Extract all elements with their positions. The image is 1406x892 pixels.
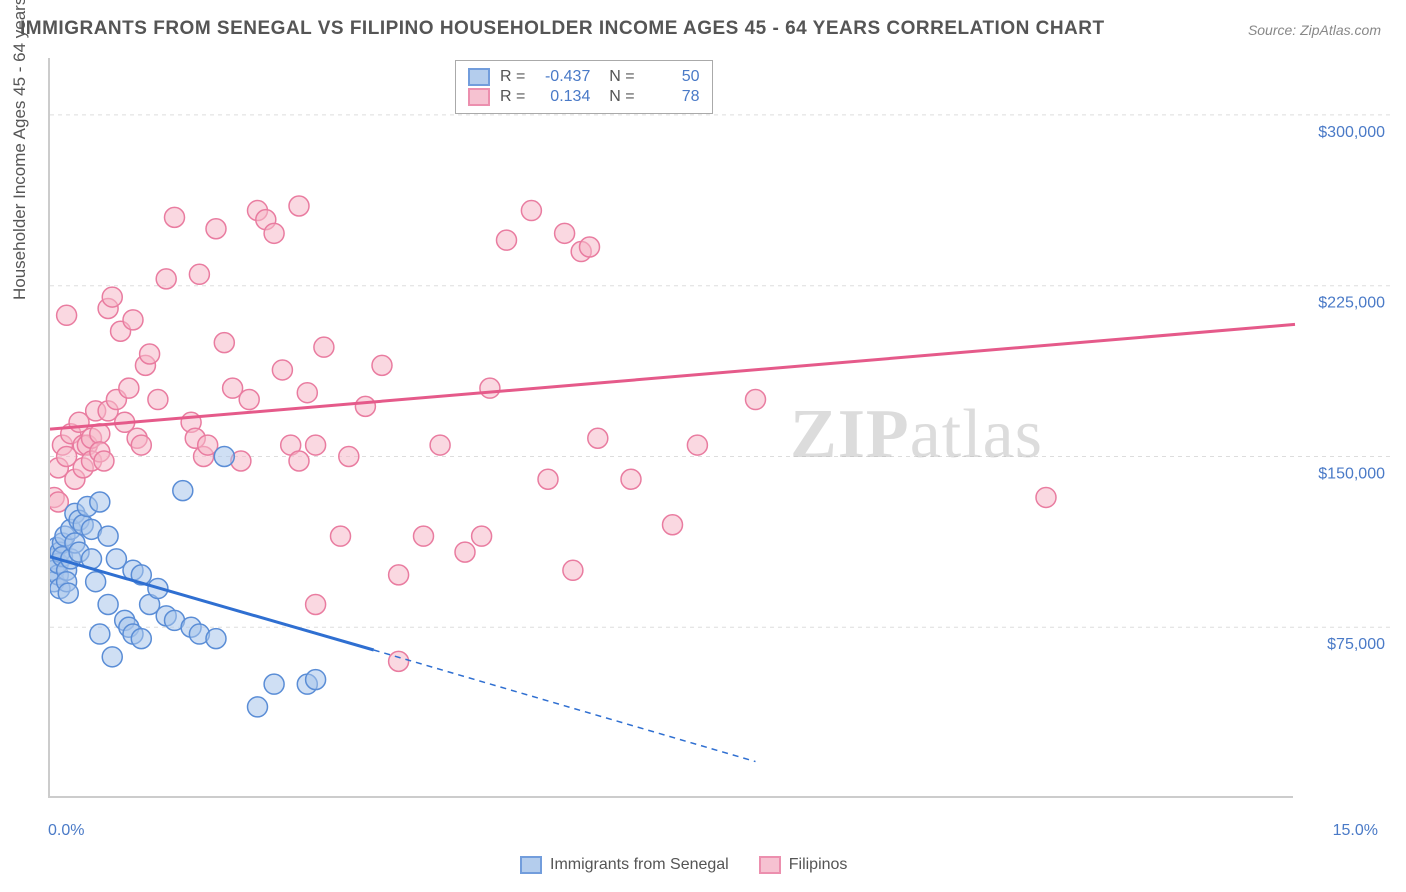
swatch-filipino bbox=[468, 88, 490, 106]
legend-item-filipino: Filipinos bbox=[759, 856, 848, 874]
r-value-filipino: 0.134 bbox=[535, 88, 590, 106]
scatter-chart: $75,000$150,000$225,000$300,000 bbox=[48, 58, 1293, 798]
svg-text:$75,000: $75,000 bbox=[1327, 636, 1385, 653]
legend-item-senegal: Immigrants from Senegal bbox=[520, 856, 729, 874]
r-label: R = bbox=[500, 68, 525, 86]
series-legend: Immigrants from Senegal Filipinos bbox=[520, 856, 847, 874]
n-label: N = bbox=[600, 88, 634, 106]
source-attribution: Source: ZipAtlas.com bbox=[1248, 22, 1381, 38]
swatch-senegal bbox=[520, 856, 542, 874]
n-value-senegal: 50 bbox=[645, 68, 700, 86]
correlation-legend: R = -0.437 N = 50 R = 0.134 N = 78 bbox=[455, 60, 713, 114]
r-value-senegal: -0.437 bbox=[535, 68, 590, 86]
series-name-filipino: Filipinos bbox=[789, 856, 848, 874]
x-axis-max: 15.0% bbox=[1333, 822, 1378, 840]
chart-title: IMMIGRANTS FROM SENEGAL VS FILIPINO HOUS… bbox=[20, 18, 1105, 40]
y-axis-label: Householder Income Ages 45 - 64 years bbox=[10, 0, 30, 300]
swatch-senegal bbox=[468, 68, 490, 86]
swatch-filipino bbox=[759, 856, 781, 874]
series-name-senegal: Immigrants from Senegal bbox=[550, 856, 729, 874]
x-axis-min: 0.0% bbox=[48, 822, 84, 840]
watermark-bold: ZIP bbox=[790, 396, 910, 473]
n-value-filipino: 78 bbox=[645, 88, 700, 106]
watermark-rest: atlas bbox=[910, 396, 1043, 473]
n-label: N = bbox=[600, 68, 634, 86]
plot-svg: $75,000 $150,000 $225,000 $300,000 bbox=[50, 58, 1395, 798]
svg-text:$225,000: $225,000 bbox=[1318, 295, 1385, 312]
legend-row-filipino: R = 0.134 N = 78 bbox=[468, 88, 700, 106]
svg-text:$300,000: $300,000 bbox=[1318, 124, 1385, 141]
legend-row-senegal: R = -0.437 N = 50 bbox=[468, 68, 700, 86]
svg-text:$150,000: $150,000 bbox=[1318, 465, 1385, 482]
watermark: ZIPatlas bbox=[790, 395, 1043, 475]
r-label: R = bbox=[500, 88, 525, 106]
